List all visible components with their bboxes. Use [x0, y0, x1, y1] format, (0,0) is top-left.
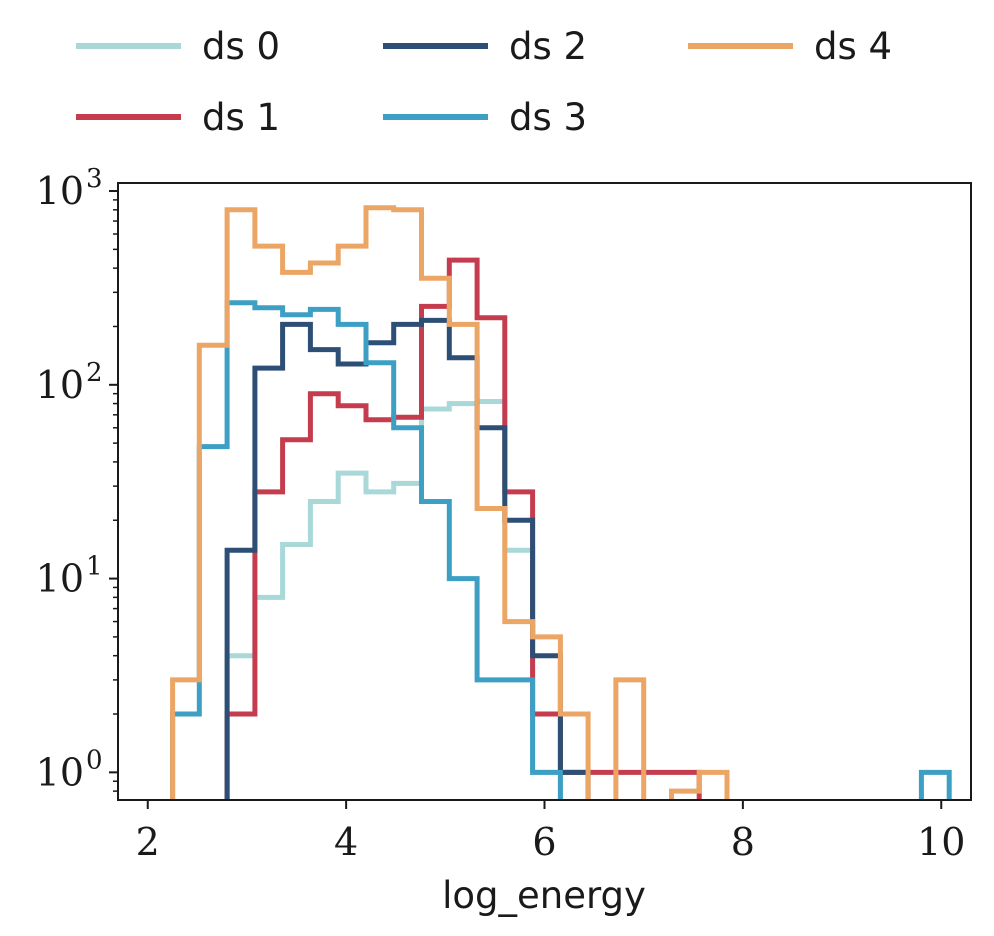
y-tick-exponent: 2 — [86, 358, 103, 388]
y-tick-label: 10 — [36, 750, 84, 794]
x-tick-label: 4 — [334, 820, 358, 864]
y-tick-label: 10 — [36, 169, 84, 213]
legend: ds 0 ds 1 ds 2 ds 3 ds 4 — [76, 25, 892, 139]
legend-label: ds 2 — [509, 25, 587, 68]
legend-label: ds 0 — [202, 25, 280, 68]
x-tick-label: 2 — [136, 820, 160, 864]
series-line-ds-3 — [170, 300, 952, 800]
x-axis-label: log_energy — [442, 874, 646, 917]
legend-label: ds 4 — [814, 25, 892, 68]
x-tick-label: 8 — [731, 820, 755, 864]
legend-label: ds 3 — [509, 96, 587, 139]
plot-frame — [117, 182, 972, 801]
series-line-ds-2 — [224, 317, 591, 800]
legend-label: ds 1 — [202, 96, 280, 139]
y-tick-exponent: 0 — [86, 745, 103, 775]
y-tick-exponent: 3 — [86, 164, 103, 194]
x-axis: 2 4 6 8 10 — [136, 800, 965, 864]
x-tick-label: 6 — [532, 820, 556, 864]
series-line-ds-4 — [170, 205, 730, 800]
y-tick-exponent: 1 — [86, 552, 103, 582]
y-tick-label: 10 — [36, 363, 84, 407]
y-tick-label: 10 — [36, 557, 84, 601]
x-tick-label: 10 — [917, 820, 965, 864]
series-line-ds-1 — [224, 257, 702, 800]
